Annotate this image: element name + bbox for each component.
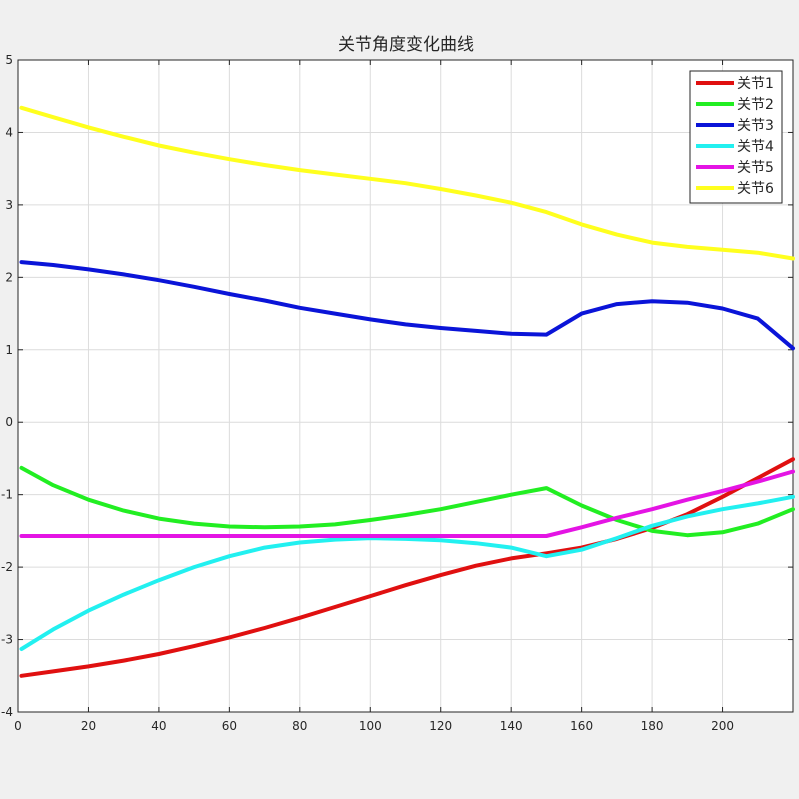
series-line-5: [19, 469, 795, 538]
series-line-2: [19, 465, 795, 538]
x-tick-label-9: 180: [641, 719, 664, 733]
y-tick-label-6: 2: [5, 270, 13, 284]
legend-label-2: 关节2: [737, 97, 774, 113]
y-tick-label-1: -3: [1, 633, 13, 647]
series-line-3: [19, 260, 795, 351]
legend-label-1: 关节1: [737, 76, 774, 92]
y-tick-label-9: 5: [5, 53, 13, 67]
axes-box: [17, 59, 794, 713]
series-lines: [19, 105, 795, 678]
series-line-6: [19, 105, 795, 261]
y-tick-label-7: 3: [5, 198, 13, 212]
x-tick-label-10: 200: [711, 719, 734, 733]
y-tick-label-4: 0: [5, 415, 13, 429]
axes: [17, 59, 794, 713]
x-tick-label-6: 120: [429, 719, 452, 733]
x-tick-label-0: 0: [14, 719, 22, 733]
legend: 关节1 关节2 关节3 关节4 关节5 关节6: [689, 70, 783, 204]
x-tick-label-7: 140: [500, 719, 523, 733]
y-tick-label-5: 1: [5, 343, 13, 357]
plot-area: [18, 60, 793, 712]
x-tick-label-2: 40: [151, 719, 166, 733]
y-tick-label-2: -2: [1, 560, 13, 574]
x-tick-label-5: 100: [359, 719, 382, 733]
x-tick-labels: 0 20 40 60 80 100 120 140 160 180 200: [14, 719, 734, 733]
legend-label-4: 关节4: [737, 139, 774, 155]
x-tick-label-1: 20: [81, 719, 96, 733]
y-tick-labels: -4 -3 -2 -1 0 1 2 3 4 5: [1, 53, 13, 719]
x-tick-label-4: 80: [292, 719, 307, 733]
legend-label-6: 关节6: [737, 181, 774, 197]
y-tick-label-8: 4: [5, 125, 13, 139]
legend-label-3: 关节3: [737, 118, 774, 134]
legend-box: [689, 70, 783, 204]
series-line-4: [19, 494, 795, 651]
x-tick-label-8: 160: [570, 719, 593, 733]
y-tick-label-0: -4: [1, 705, 13, 719]
x-tick-label-3: 60: [222, 719, 237, 733]
chart-title: 关节角度变化曲线: [338, 35, 474, 55]
legend-label-5: 关节5: [737, 160, 774, 176]
y-tick-label-3: -1: [1, 488, 13, 502]
